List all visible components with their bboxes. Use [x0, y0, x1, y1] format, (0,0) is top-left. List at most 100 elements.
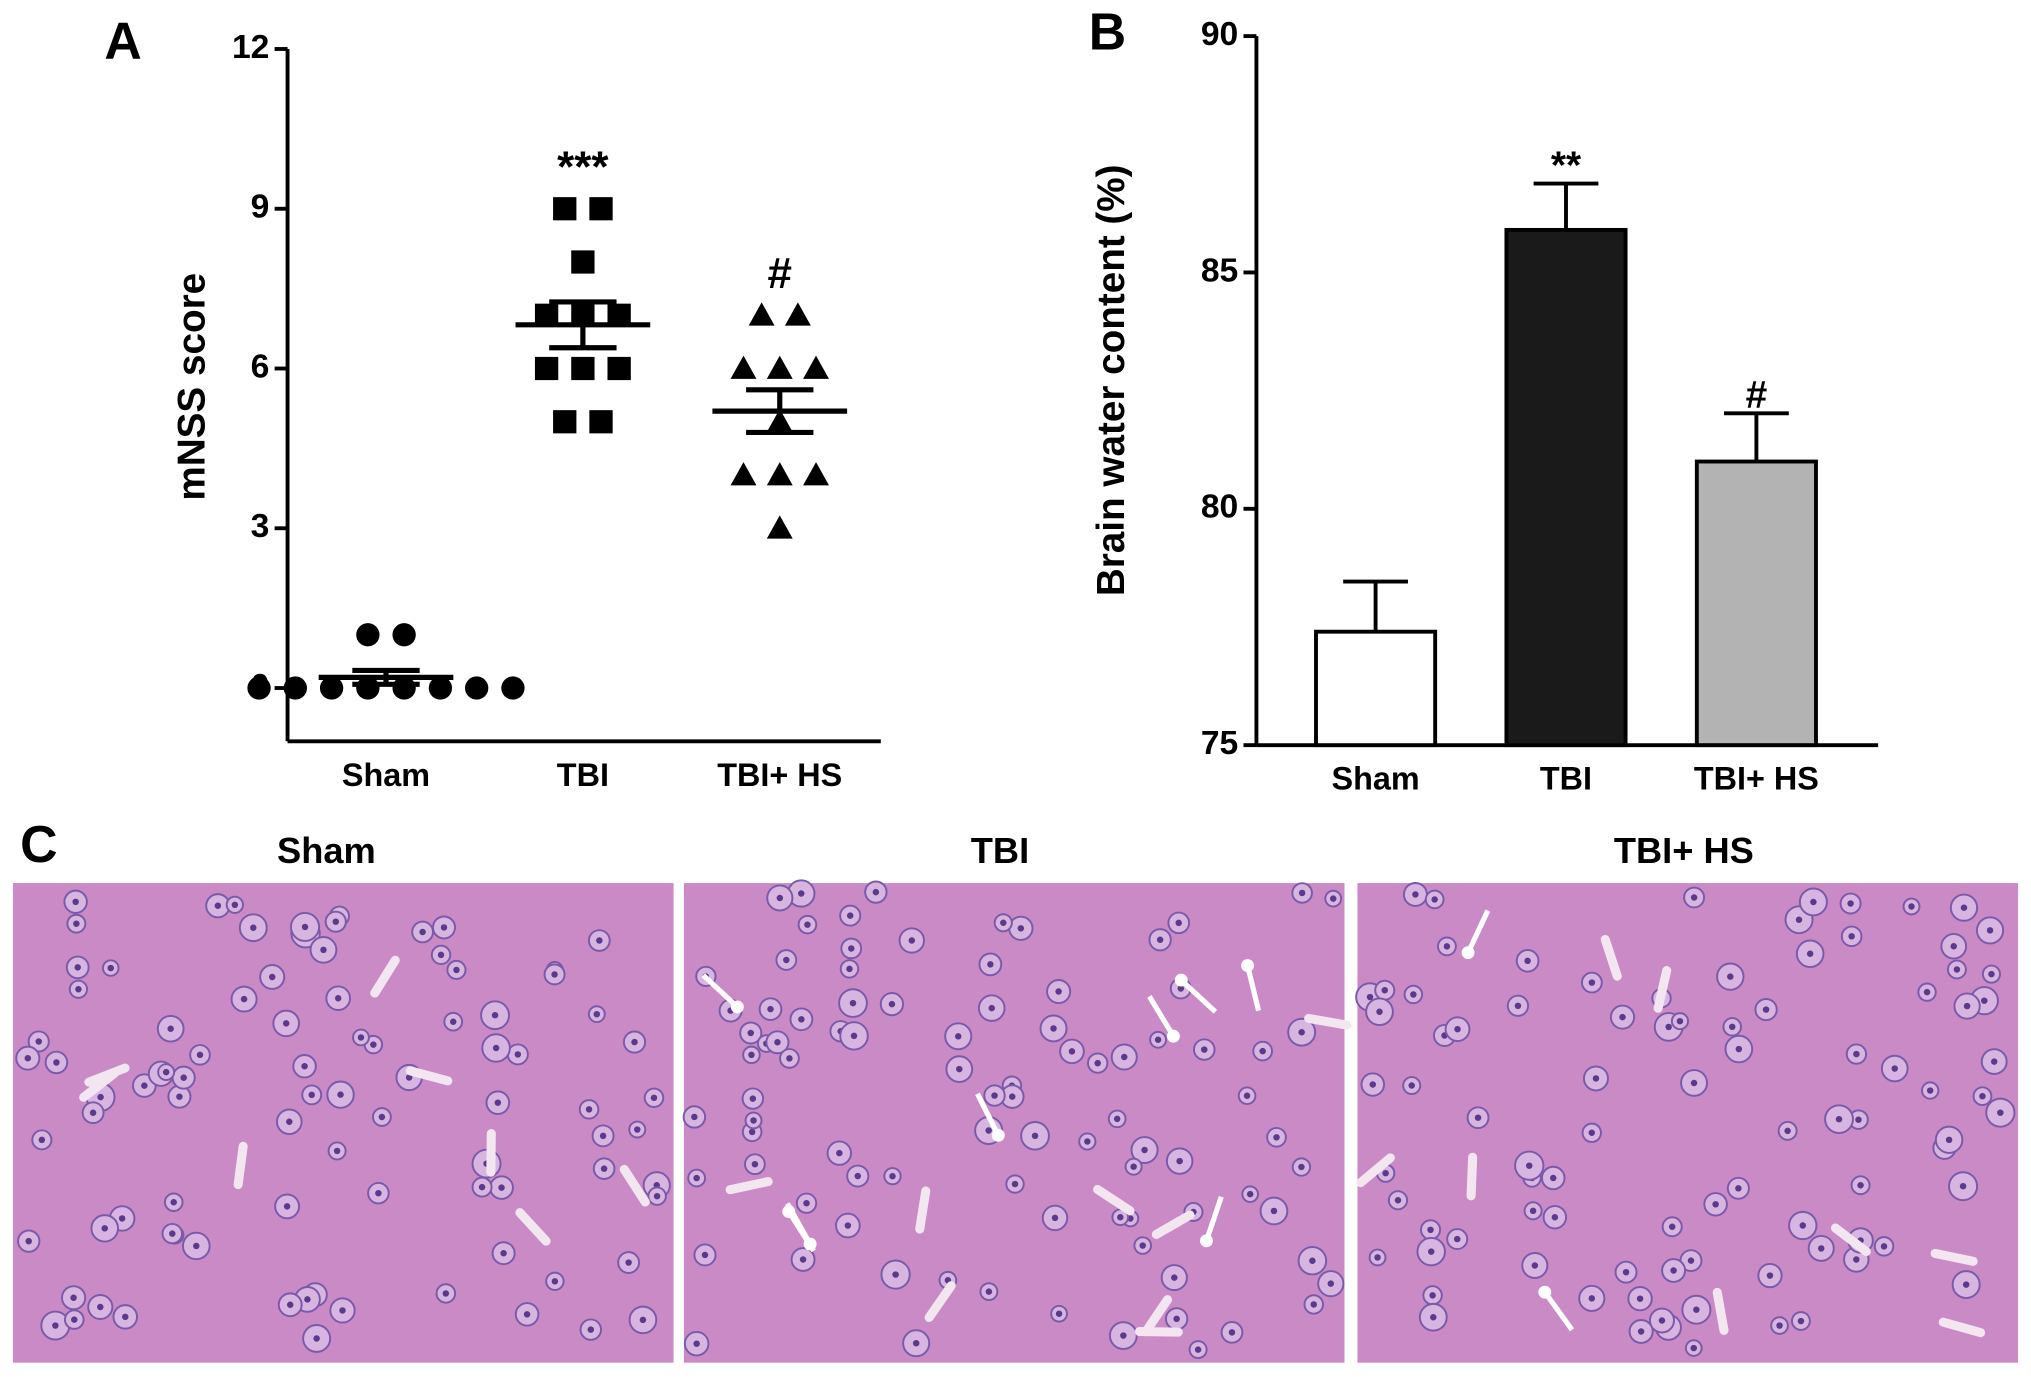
- nucleus: [122, 1313, 129, 1321]
- nucleus: [797, 890, 805, 897]
- point: [803, 355, 829, 379]
- vessel: [1356, 1153, 1395, 1188]
- panel-label: A: [104, 12, 141, 70]
- nucleus: [268, 973, 276, 981]
- nucleus: [97, 1303, 104, 1311]
- nucleus: [196, 1051, 204, 1059]
- nucleus: [1619, 1013, 1626, 1021]
- nucleus: [231, 901, 239, 909]
- nucleus: [1246, 1190, 1254, 1198]
- bar: [1504, 227, 1628, 748]
- nucleus: [1636, 1295, 1644, 1302]
- nucleus: [1051, 1214, 1059, 1222]
- nucleus: [1960, 904, 1968, 911]
- point: [553, 197, 577, 221]
- x-tick-label: Sham: [1332, 761, 1420, 797]
- nucleus: [97, 1093, 104, 1101]
- nucleus: [453, 966, 460, 974]
- significance-label: ***: [557, 143, 609, 192]
- nucleus: [107, 964, 114, 972]
- point: [730, 355, 757, 379]
- nucleus: [1031, 1132, 1039, 1140]
- nucleus: [600, 1165, 608, 1172]
- nucleus: [24, 1054, 32, 1062]
- nucleus: [1017, 925, 1025, 932]
- vessel: [924, 1281, 956, 1322]
- nucleus: [1381, 986, 1388, 994]
- nucleus: [308, 1091, 315, 1099]
- significance-label: **: [1551, 144, 1582, 187]
- nucleus: [1120, 1332, 1127, 1339]
- nucleus: [180, 1074, 187, 1081]
- nucleus: [162, 1068, 170, 1076]
- nucleus: [1853, 1256, 1860, 1263]
- point: [501, 676, 525, 700]
- nucleus: [214, 902, 222, 909]
- nucleus: [375, 1189, 382, 1197]
- nucleus: [846, 965, 853, 973]
- y-axis-title: mNSS score: [170, 273, 213, 501]
- point: [784, 302, 811, 326]
- nucleus: [1981, 997, 1988, 1004]
- nucleus: [844, 1222, 852, 1229]
- nucleus: [1853, 1050, 1860, 1058]
- nucleus: [1011, 1180, 1019, 1188]
- point: [766, 355, 793, 379]
- significance-label: #: [768, 249, 792, 298]
- nucleus: [1327, 1280, 1335, 1287]
- vessel: [619, 1164, 650, 1207]
- nucleus: [749, 1095, 757, 1102]
- arrow: [1465, 909, 1491, 954]
- nucleus: [693, 1340, 700, 1347]
- x-tick-label: TBI: [557, 757, 609, 793]
- nucleus: [849, 999, 857, 1007]
- nucleus: [1243, 1092, 1251, 1099]
- nucleus: [176, 1093, 183, 1100]
- nucleus: [1797, 1317, 1805, 1325]
- nucleus: [1588, 979, 1596, 986]
- nucleus: [357, 1034, 365, 1041]
- x-tick-label: TBI+ HS: [717, 757, 842, 793]
- nucleus: [1130, 1163, 1137, 1170]
- nucleus: [1055, 988, 1062, 995]
- nucleus: [1637, 1328, 1645, 1335]
- nucleus: [1551, 1214, 1559, 1221]
- nucleus: [337, 1091, 344, 1098]
- vessel: [1930, 1248, 1978, 1266]
- nucleus: [748, 1128, 756, 1136]
- nucleus: [1988, 970, 1995, 978]
- arrow-head: [991, 1128, 1005, 1142]
- nucleus: [1665, 1023, 1672, 1031]
- nucleus: [1176, 1157, 1183, 1165]
- nucleus: [985, 1288, 993, 1295]
- nucleus: [498, 1184, 505, 1191]
- nucleus: [1668, 1223, 1676, 1230]
- nucleus: [523, 1311, 531, 1318]
- nucleus: [1329, 895, 1337, 902]
- nucleus: [1429, 1292, 1436, 1299]
- nucleus: [1055, 1310, 1063, 1318]
- nucleus: [1923, 988, 1931, 996]
- nucleus: [912, 1339, 920, 1347]
- nucleus: [141, 1082, 148, 1089]
- y-tick-label: 3: [251, 508, 270, 545]
- nucleus: [751, 1160, 759, 1168]
- nucleus: [1427, 1226, 1434, 1234]
- nucleus: [872, 888, 880, 896]
- arrow: [1542, 1290, 1575, 1332]
- nucleus: [1986, 927, 1994, 934]
- nucleus: [240, 995, 248, 1003]
- nucleus: [1658, 1317, 1666, 1324]
- arrow: [785, 1202, 813, 1246]
- nucleus: [35, 1038, 42, 1045]
- nucleus: [1622, 1268, 1630, 1276]
- nucleus: [437, 951, 445, 959]
- bar: [1694, 459, 1818, 748]
- arrow: [1245, 964, 1262, 1012]
- arrow: [1203, 1195, 1224, 1242]
- arrow: [701, 973, 740, 1009]
- nucleus: [1298, 889, 1306, 897]
- nucleus: [1410, 991, 1417, 998]
- significance-label: #: [1746, 374, 1768, 417]
- nucleus: [850, 1032, 858, 1040]
